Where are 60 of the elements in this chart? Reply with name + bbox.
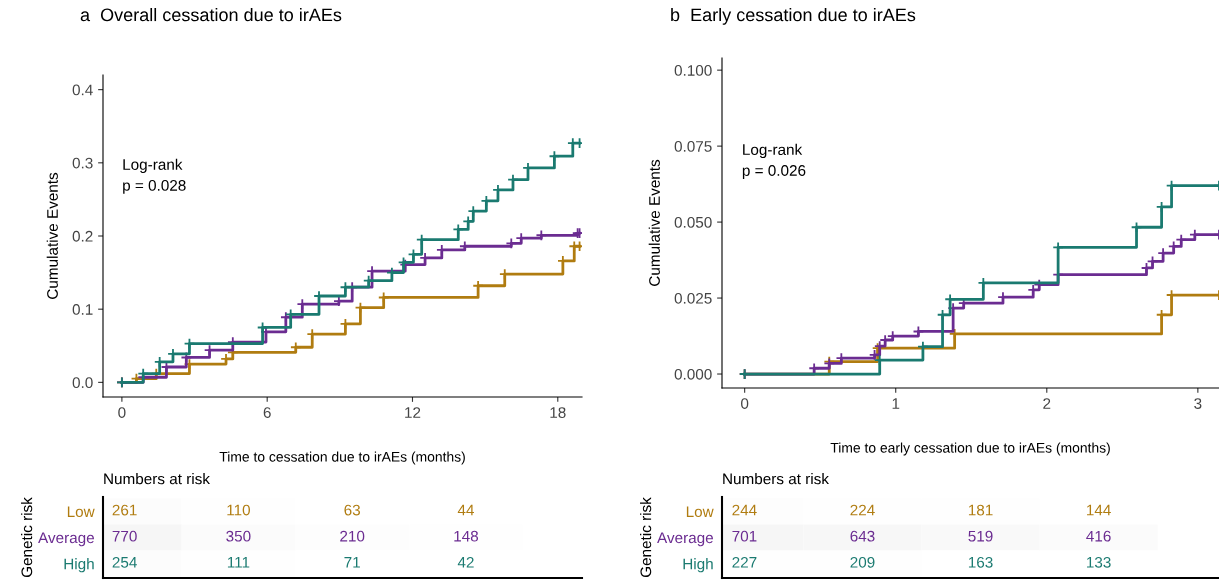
x-tick-label: 2 [1043,398,1051,409]
y-tick-label: 0.050 [674,216,712,228]
data-label: 148 [454,530,479,542]
chart-title: Numbers at risk [104,473,210,485]
chart-title: b Early cessation due to irAEs [671,8,916,25]
data-label: 701 [732,530,757,542]
data-label: 181 [968,504,993,516]
x-tick-label: 12 [405,407,421,418]
y-axis-title: Genetic risk [640,497,652,578]
data-label: 224 [850,504,875,516]
annotation: Log-rank p = 0.026 [742,143,806,179]
chart-title: a Overall cessation due to irAEs [80,8,342,22]
y-tick-label: 0.3 [72,157,93,169]
data-label: 244 [732,504,757,516]
data-label: 227 [732,556,757,568]
y-tick-label: Average [38,532,94,547]
data-label: 42 [457,556,474,568]
data-label: 163 [968,556,993,568]
y-axis-title: Cumulative Events [46,172,58,299]
data-label: 261 [112,504,137,516]
chart-title: Numbers at risk [723,473,829,485]
data-label: 416 [1086,530,1111,542]
data-label: 210 [340,530,365,542]
data-label: 111 [227,557,250,568]
data-label: 254 [112,556,137,568]
y-tick-label: Low [67,506,95,518]
y-tick-label: High [683,558,713,573]
y-tick-label: 0.000 [674,368,712,380]
data-label: 643 [850,530,875,542]
x-tick-label: 0 [118,407,126,418]
x-axis-title: Time to cessation due to irAEs (months) [219,451,465,465]
data-label: 144 [1087,504,1111,516]
y-tick-label: Average [657,532,713,547]
y-tick-label: Low [686,506,714,518]
data-label: 209 [850,556,875,568]
data-label: 350 [226,530,251,542]
data-label: 71 [344,557,360,568]
data-label: 44 [457,504,474,516]
data-label: 519 [968,530,993,542]
y-tick-label: 0.075 [674,140,712,152]
data-label: 770 [112,530,137,542]
y-tick-label: 0.025 [674,292,712,304]
y-tick-label: 0.4 [72,84,93,96]
y-axis-title: Genetic risk [21,497,33,578]
x-tick-label: 18 [550,407,566,418]
y-tick-label: 0.100 [674,65,712,76]
y-tick-label: High [64,558,94,573]
y-tick-label: 0.0 [72,377,93,389]
y-axis-title: Cumulative Events [648,159,660,286]
x-tick-label: 3 [1194,398,1202,409]
x-tick-label: 6 [263,407,271,418]
y-tick-label: 0.1 [72,304,93,315]
data-label: 133 [1087,556,1111,568]
data-label: 110 [227,504,250,516]
data-label: 63 [344,504,360,516]
y-tick-label: 0.2 [72,230,93,242]
annotation: Log-rank p = 0.028 [123,158,186,194]
x-axis-title: Time to early cessation due to irAEs (months) [830,442,1110,456]
x-tick-label: 1 [892,398,900,409]
x-tick-label: 0 [741,398,749,409]
